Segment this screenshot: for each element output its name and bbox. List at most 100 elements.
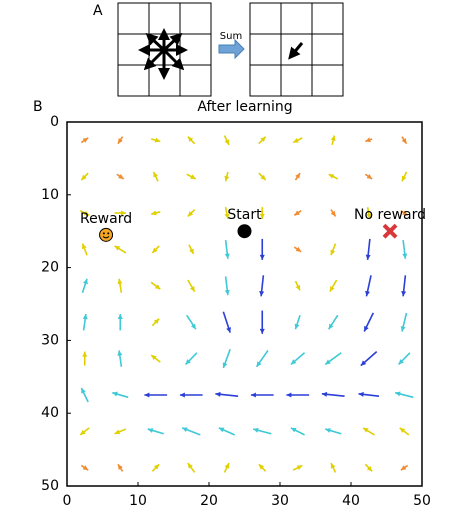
arrow-head <box>296 465 303 470</box>
arrow-head <box>224 213 230 219</box>
arrow-head <box>154 284 161 290</box>
quiver-arrow <box>324 352 342 366</box>
quiver-arrow <box>151 463 160 472</box>
quiver-arrow <box>294 314 301 330</box>
marker-eye <box>107 232 110 235</box>
quiver-arrow <box>362 427 375 436</box>
quiver-arrow <box>365 238 371 260</box>
quiver-arrow <box>258 463 267 472</box>
quiver-arrow <box>325 428 342 435</box>
quiver-arrow <box>293 210 302 216</box>
x-tick-label: 10 <box>129 493 147 509</box>
quiver-arrow <box>117 314 123 331</box>
arrow-head <box>259 254 265 260</box>
quiver-arrow <box>294 280 301 291</box>
panel-label: A <box>93 3 103 19</box>
arrow-head <box>147 428 154 433</box>
marker-label: Start <box>227 207 262 223</box>
x-tick-label: 0 <box>63 493 72 509</box>
arrow-head <box>365 290 370 297</box>
quiver-arrow <box>400 312 408 332</box>
y-tick-label: 50 <box>41 478 59 494</box>
arrow-head <box>182 427 188 433</box>
quiver-arrow <box>321 391 345 397</box>
arrow-head <box>286 392 292 398</box>
quiver-arrow <box>152 171 159 182</box>
arrow-head <box>83 210 90 216</box>
quiver-arrow <box>259 238 265 260</box>
quiver-arrow <box>81 243 88 256</box>
y-tick-label: 40 <box>41 405 59 421</box>
quiver-arrow <box>114 210 126 216</box>
arrow-head <box>187 211 194 217</box>
arrow-head <box>120 210 126 216</box>
quiver-arrow <box>151 318 160 327</box>
arrow-head <box>366 465 373 472</box>
quiver-arrow <box>259 207 265 219</box>
quiver-arrow <box>114 245 127 254</box>
arrow-head <box>366 213 372 219</box>
quiver-arrow <box>328 173 339 180</box>
arrow-head <box>117 278 123 285</box>
plot-frame <box>66 121 423 487</box>
quiver-arrow <box>151 210 161 216</box>
quiver-arrow <box>259 275 265 297</box>
quiver-arrow <box>399 427 410 436</box>
quiver-arrow <box>151 245 160 254</box>
arrow-head <box>293 138 299 143</box>
marker <box>237 224 252 239</box>
arrow-head <box>330 210 336 217</box>
operation-label: Sum <box>220 31 242 42</box>
quiver-arrow <box>252 427 272 435</box>
arrow-head <box>118 174 124 179</box>
arrow-head <box>153 318 160 325</box>
sum-arrow <box>218 38 245 60</box>
arrow-head <box>153 171 158 178</box>
arrow-head <box>401 175 407 182</box>
arrow-head <box>222 362 228 368</box>
arrow-head <box>294 210 300 216</box>
marker <box>99 227 114 242</box>
arrow-head <box>330 249 336 256</box>
quiver-arrow <box>144 392 168 398</box>
quiver-arrow <box>186 173 197 180</box>
quiver-arrow <box>259 310 265 334</box>
quiver-arrow <box>402 239 408 259</box>
arrow-head <box>190 323 196 330</box>
quiver-arrow <box>181 427 201 436</box>
arrow-head <box>294 323 300 330</box>
arrow-head <box>81 243 87 250</box>
quiver-arrow <box>215 391 239 397</box>
quiver-arrow <box>147 428 164 435</box>
marker <box>382 223 398 239</box>
arrow-head <box>258 464 265 470</box>
quiver-arrow <box>222 311 231 333</box>
quiver-arrow <box>400 210 409 216</box>
quiver-arrow <box>179 392 203 398</box>
arrow-head <box>398 359 404 365</box>
quiver-arrow <box>150 281 161 290</box>
arrow-head <box>152 247 158 253</box>
quiver-arrow <box>117 136 124 145</box>
quiver-arrow <box>294 172 301 181</box>
chart-title: After learning <box>197 99 292 115</box>
quiver-arrow <box>364 173 373 180</box>
arrow-head <box>226 327 231 333</box>
arrow-head <box>259 291 265 297</box>
arrow-head <box>151 210 157 216</box>
arrow-head <box>224 463 230 469</box>
marker-eye <box>102 232 105 235</box>
quiver-arrow <box>292 464 303 471</box>
arrow-head <box>290 359 297 365</box>
y-tick-label: 30 <box>41 332 59 348</box>
arrow-head <box>117 138 123 144</box>
quiver-arrow <box>365 275 372 297</box>
arrow-head <box>215 391 221 397</box>
quiver-arrow <box>79 209 90 217</box>
quiver-arrow <box>224 207 230 219</box>
quiver-arrow <box>81 278 88 294</box>
arrow-head <box>364 325 369 332</box>
quiver-arrow <box>80 172 89 181</box>
quiver-arrow <box>290 427 305 436</box>
